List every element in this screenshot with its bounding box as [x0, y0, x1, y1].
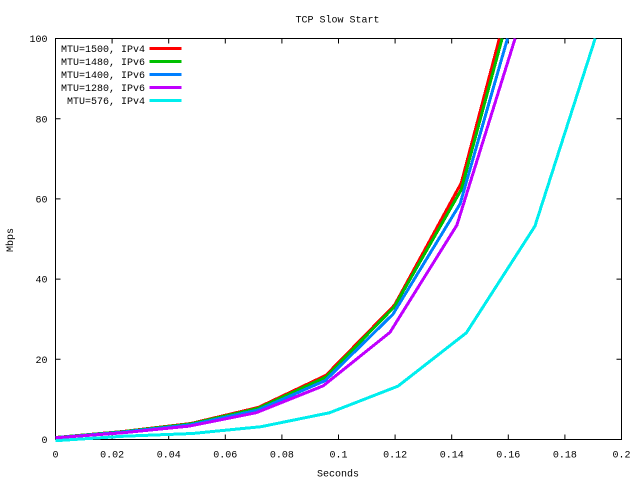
svg-text:0.06: 0.06 [213, 451, 237, 462]
svg-text:MTU=576, IPv4: MTU=576, IPv4 [67, 97, 145, 108]
svg-text:0.08: 0.08 [270, 451, 294, 462]
svg-text:0.12: 0.12 [383, 451, 407, 462]
svg-text:0.16: 0.16 [496, 451, 520, 462]
svg-text:0.04: 0.04 [157, 451, 181, 462]
svg-text:Mbps: Mbps [5, 228, 17, 252]
svg-text:20: 20 [35, 356, 47, 367]
svg-text:80: 80 [35, 115, 47, 126]
svg-text:MTU=1400, IPv6: MTU=1400, IPv6 [61, 71, 145, 82]
svg-text:0.1: 0.1 [329, 451, 347, 462]
svg-text:MTU=1280, IPv6: MTU=1280, IPv6 [61, 84, 145, 95]
svg-text:MTU=1500, IPv4: MTU=1500, IPv4 [61, 45, 145, 56]
svg-text:100: 100 [29, 35, 47, 46]
svg-text:MTU=1480, IPv6: MTU=1480, IPv6 [61, 58, 145, 69]
svg-text:Seconds: Seconds [317, 469, 359, 480]
svg-text:0.02: 0.02 [100, 451, 124, 462]
svg-text:TCP Slow Start: TCP Slow Start [295, 15, 379, 27]
svg-text:40: 40 [35, 276, 47, 287]
svg-text:0.2: 0.2 [612, 451, 630, 462]
svg-text:0.18: 0.18 [553, 451, 577, 462]
svg-text:60: 60 [35, 196, 47, 207]
svg-text:0.14: 0.14 [440, 451, 464, 462]
svg-text:0: 0 [41, 436, 47, 447]
svg-text:0: 0 [52, 451, 58, 462]
